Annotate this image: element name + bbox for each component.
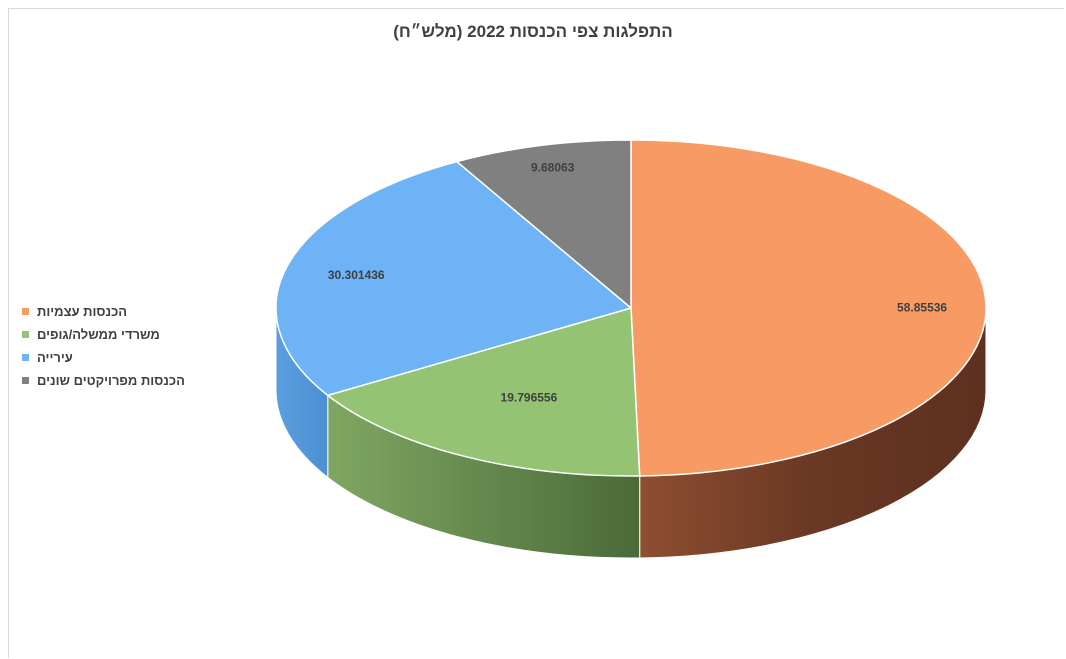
legend-item: עירייה	[22, 346, 212, 369]
pie-slice	[275, 160, 633, 397]
pie-slice	[326, 307, 641, 477]
legend-swatch	[22, 308, 29, 315]
legend-label: הכנסות עצמיות	[37, 304, 128, 319]
data-label: 9.68063	[531, 161, 575, 175]
data-label: 19.796556	[501, 390, 558, 404]
legend-label: עירייה	[37, 350, 73, 365]
legend: הכנסות עצמיות משרדי ממשלה/גופים עירייה ה…	[22, 300, 212, 392]
chart-area	[8, 8, 1064, 658]
data-label: 58.85536	[897, 300, 947, 314]
legend-item: הכנסות עצמיות	[22, 300, 212, 323]
legend-swatch	[22, 377, 29, 384]
pie-slice	[455, 139, 632, 310]
legend-swatch	[22, 354, 29, 361]
chart-title: התפלגות צפי הכנסות 2022 (מלש״ח)	[393, 22, 673, 41]
legend-label: משרדי ממשלה/גופים	[37, 327, 160, 342]
legend-item: הכנסות מפרויקטים שונים	[22, 369, 212, 392]
data-label: 30.301436	[328, 268, 385, 282]
pie-slice	[630, 139, 987, 477]
legend-label: הכנסות מפרויקטים שונים	[37, 373, 185, 388]
legend-swatch	[22, 331, 29, 338]
legend-item: משרדי ממשלה/גופים	[22, 323, 212, 346]
